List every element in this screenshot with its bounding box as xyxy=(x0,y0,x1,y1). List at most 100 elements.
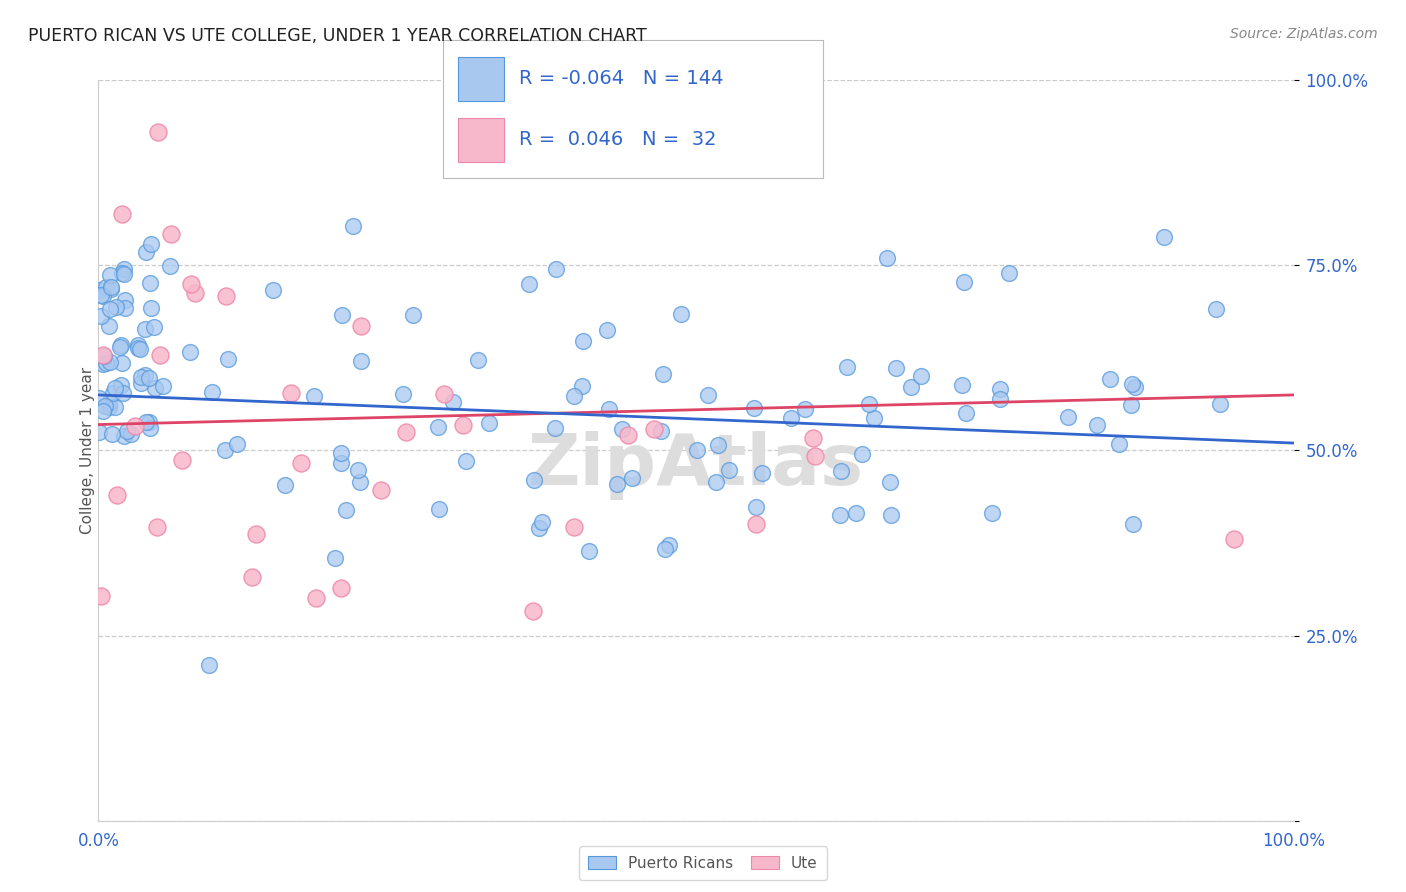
Point xyxy=(330,309,353,323)
Point xyxy=(112,267,135,281)
Text: R = -0.064   N = 144: R = -0.064 N = 144 xyxy=(519,70,723,88)
Point xyxy=(127,338,149,352)
Point xyxy=(139,421,162,435)
Point xyxy=(112,386,135,401)
Point xyxy=(98,400,121,414)
Point xyxy=(87,425,110,440)
Point xyxy=(830,464,852,478)
Point xyxy=(751,467,773,481)
Point xyxy=(1223,533,1246,547)
Point xyxy=(93,349,115,363)
Point xyxy=(467,353,489,368)
Bar xyxy=(458,57,503,101)
Point xyxy=(101,385,124,400)
Point xyxy=(304,591,326,606)
Point xyxy=(141,237,163,252)
Point xyxy=(110,266,132,280)
Point xyxy=(143,380,166,394)
Point xyxy=(837,359,859,374)
Point xyxy=(91,357,114,371)
Point xyxy=(139,301,162,315)
Y-axis label: College, Under 1 year: College, Under 1 year xyxy=(80,367,94,534)
Point xyxy=(686,442,709,457)
Point xyxy=(544,262,567,277)
Point xyxy=(91,348,114,362)
Point xyxy=(650,424,672,438)
Point xyxy=(198,658,221,673)
Point xyxy=(988,382,1011,396)
Point xyxy=(110,338,132,352)
Point xyxy=(1121,376,1143,391)
Point xyxy=(330,457,353,471)
Point xyxy=(478,416,501,430)
Point xyxy=(110,356,132,370)
Point xyxy=(120,426,142,441)
Point xyxy=(851,447,873,461)
Point xyxy=(100,280,122,294)
Point xyxy=(433,386,456,401)
Point xyxy=(527,520,550,534)
Point xyxy=(146,520,169,534)
Point xyxy=(998,266,1021,280)
Point xyxy=(290,456,312,470)
Point xyxy=(263,284,285,298)
Point xyxy=(780,411,803,425)
Point xyxy=(562,389,585,403)
Point xyxy=(114,301,136,316)
Point xyxy=(217,351,239,366)
Point xyxy=(159,259,181,273)
Point xyxy=(544,421,567,435)
Point xyxy=(104,400,127,414)
Point xyxy=(426,419,449,434)
Bar xyxy=(458,118,503,161)
Point xyxy=(87,391,110,405)
Point xyxy=(1153,230,1175,244)
Point xyxy=(138,371,160,385)
Point xyxy=(87,283,110,297)
Point xyxy=(128,342,150,356)
Point xyxy=(392,387,415,401)
Point xyxy=(1057,409,1080,424)
Point xyxy=(138,415,160,429)
Point xyxy=(845,507,868,521)
Point xyxy=(142,320,165,334)
Point xyxy=(953,275,976,289)
Point xyxy=(610,422,633,436)
Point xyxy=(395,425,418,439)
Point xyxy=(98,301,121,316)
Point xyxy=(148,125,170,139)
Point xyxy=(794,401,817,416)
Point xyxy=(596,323,619,337)
Point xyxy=(988,392,1011,407)
Point xyxy=(349,475,371,489)
Point xyxy=(1098,372,1121,386)
Point xyxy=(184,285,207,300)
Point xyxy=(124,419,146,434)
Text: ZipAtlas: ZipAtlas xyxy=(529,431,863,500)
Point xyxy=(1108,437,1130,451)
Legend: Puerto Ricans, Ute: Puerto Ricans, Ute xyxy=(579,847,827,880)
Point xyxy=(900,379,922,393)
Point xyxy=(98,268,121,283)
Point xyxy=(717,463,740,477)
Point xyxy=(862,411,884,425)
Point xyxy=(110,340,132,354)
Point xyxy=(876,251,898,265)
Point xyxy=(101,426,124,441)
Point xyxy=(89,309,111,323)
Point xyxy=(704,475,727,489)
Point xyxy=(179,345,201,359)
Point xyxy=(616,428,638,442)
Point xyxy=(578,544,600,558)
Point xyxy=(214,289,236,303)
Point xyxy=(159,227,181,242)
Point xyxy=(652,368,675,382)
Point xyxy=(93,400,115,414)
Point xyxy=(828,508,851,522)
Point xyxy=(350,354,373,368)
Point xyxy=(115,424,138,438)
Point xyxy=(114,293,136,307)
Point xyxy=(643,422,665,436)
Point xyxy=(745,500,768,515)
Point xyxy=(135,244,157,259)
